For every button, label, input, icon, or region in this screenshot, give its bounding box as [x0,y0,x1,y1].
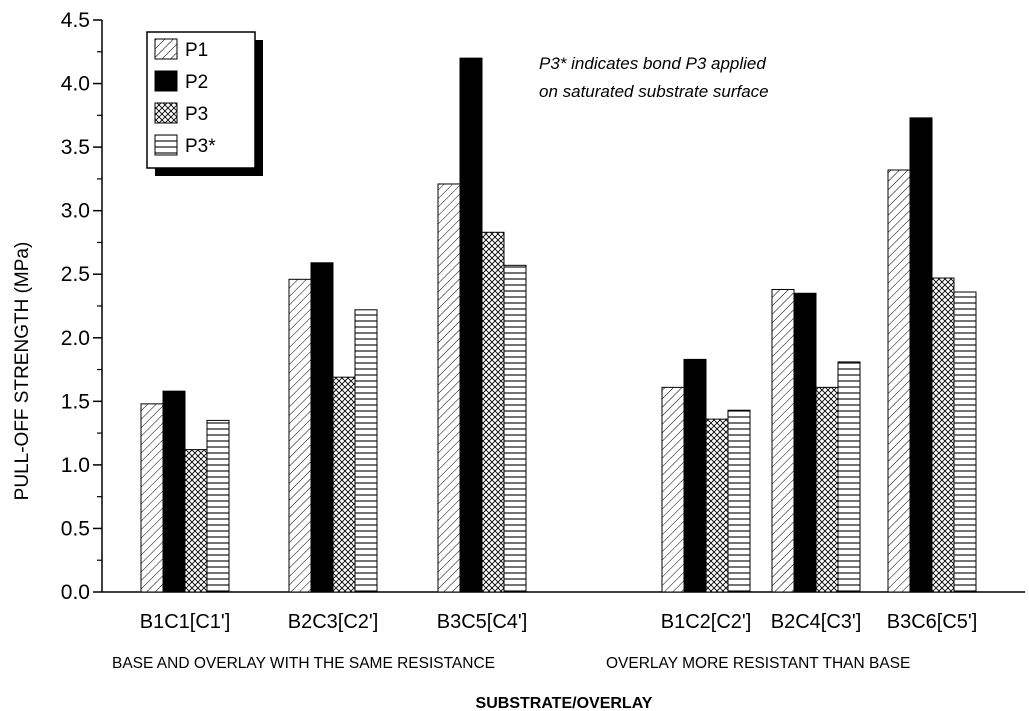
bar-p1-3 [437,183,461,593]
bar-p1-5 [771,288,795,593]
legend-swatch [154,70,178,92]
bar-p3-star-2 [354,309,378,593]
y-tick-label: 0.0 [61,581,90,604]
bar-p1-1 [140,403,164,593]
y-tick-label: 3.0 [61,200,90,223]
x-tick-label: B3C6[C5'] [887,611,978,633]
bar-p2-4 [683,358,707,593]
legend-swatch [154,134,178,156]
y-tick-label: 2.0 [61,327,90,350]
y-axis-title: PULL-OFF STRENGTH (MPa) [12,242,33,501]
annotation-line-2: on saturated substrate surface [539,82,769,101]
x-tick-label: B1C2[C2'] [661,611,752,633]
y-tick-label: 3.5 [61,136,90,159]
bar-p3-star-6 [953,291,977,593]
y-tick-label: 1.5 [61,390,90,413]
bar-p2-1 [162,390,186,593]
legend-label: P2 [185,72,208,93]
annotation-line-1: P3* indicates bond P3 applied [539,54,766,73]
bar-p3-4 [705,418,729,593]
bar-p3-1 [184,449,208,593]
bar-p1-6 [887,169,911,593]
bar-p3-6 [931,277,955,593]
x-tick-label: B1C1[C1'] [140,611,231,633]
legend: P1 P2 P3 P3* [146,31,263,176]
legend-label: P3 [185,104,208,125]
bar-p2-2 [310,262,334,593]
bar-p3-3 [481,231,505,593]
y-tick-label: 0.5 [61,517,90,540]
bar-p3-star-1 [206,419,230,593]
y-tick-label: 4.0 [61,73,90,96]
bar-p3-5 [815,386,839,593]
legend-label: P1 [185,40,208,61]
bar-p1-2 [288,278,312,593]
group-label-overlay-more-resistant: OVERLAY MORE RESISTANT THAN BASE [606,655,910,672]
bars [140,57,977,593]
bar-p3-star-4 [727,409,751,593]
x-axis-title: SUBSTRATE/OVERLAY [476,695,653,711]
x-tick-label: B3C5[C4'] [437,611,528,633]
bar-p2-3 [459,57,483,593]
bar-p3-star-5 [837,361,861,593]
x-tick-label: B2C4[C3'] [771,611,862,633]
y-tick-label: 1.0 [61,454,90,477]
x-category-labels: B1C1[C1'] B2C3[C2'] B3C5[C4'] B1C2[C2'] B2C4… [140,611,978,633]
y-ticks: 0.0 0.5 1.0 1.5 2.0 2.5 3.0 3.5 4.0 4.5 [61,9,102,604]
bar-p1-4 [661,386,685,593]
legend-label: P3* [185,136,216,157]
group-label-same-resistance: BASE AND OVERLAY WITH THE SAME RESISTANC… [112,655,495,672]
legend-swatch [154,102,178,124]
y-tick-label: 4.5 [61,9,90,32]
bar-p2-6 [909,117,933,593]
x-tick-label: B2C3[C2'] [288,611,379,633]
y-tick-label: 2.5 [61,263,90,286]
bar-p3-star-3 [503,264,527,593]
bar-p3-2 [332,376,356,593]
legend-swatch [154,38,178,60]
bar-p2-5 [793,292,817,593]
